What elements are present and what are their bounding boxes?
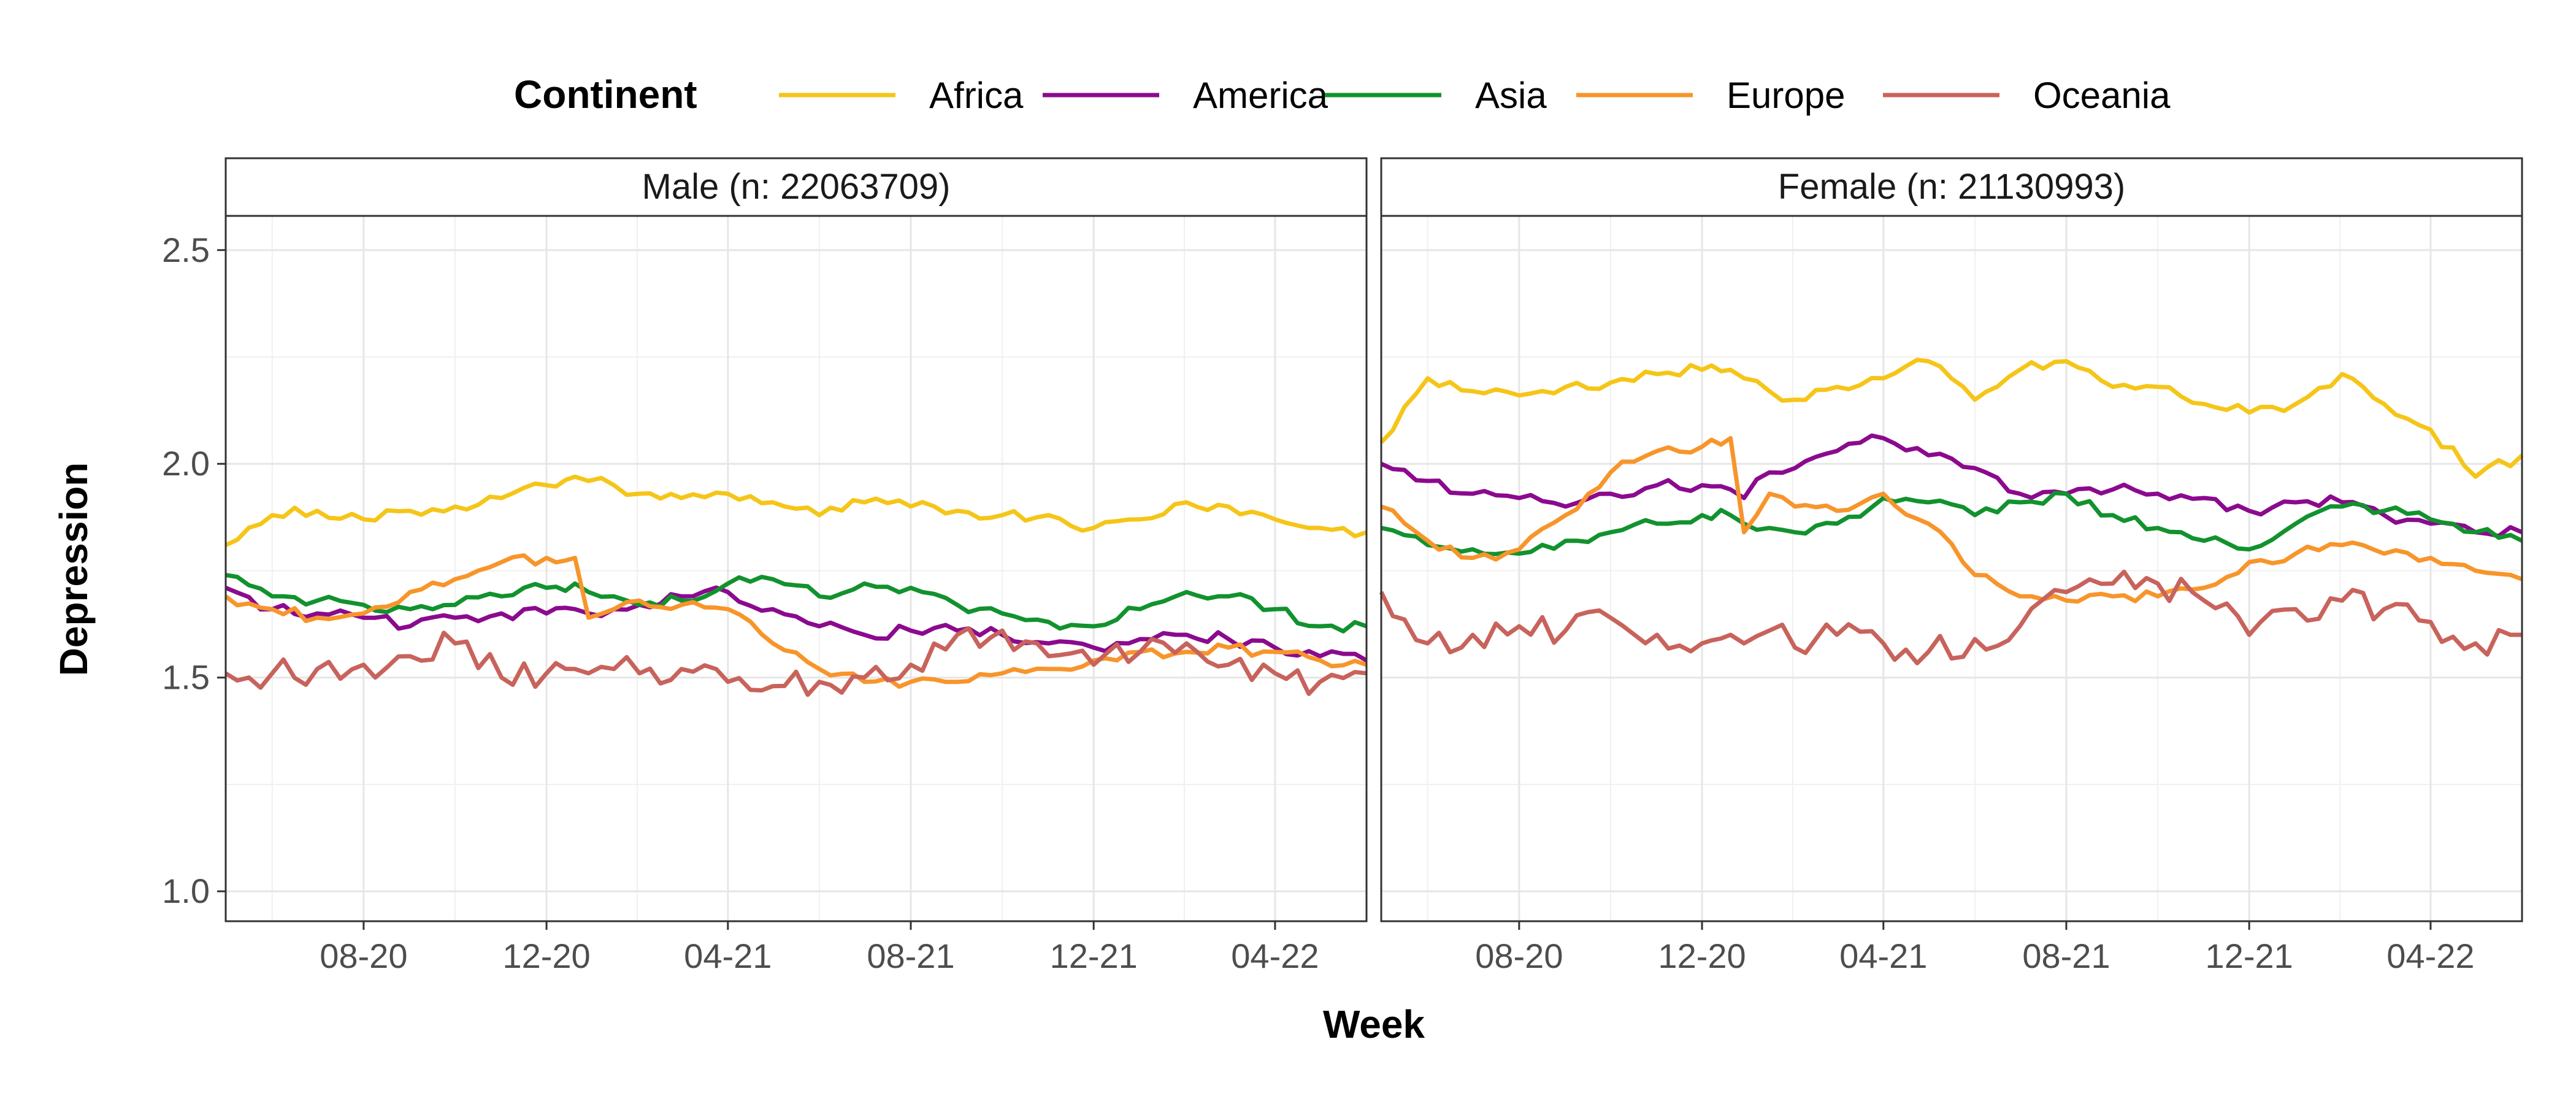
x-tick-label: 08-21: [2022, 937, 2110, 975]
y-axis: 1.0 1.5 2.0 2.5: [162, 231, 226, 910]
x-tick-label: 12-21: [2206, 937, 2293, 975]
legend-label-asia: Asia: [1475, 75, 1547, 116]
legend-item-asia: Asia: [1325, 75, 1547, 116]
x-axis-title: Week: [1323, 1002, 1425, 1046]
legend-label-europe: Europe: [1727, 75, 1845, 116]
legend-label-oceania: Oceania: [2033, 75, 2171, 116]
panel-1: 08-20 12-20 04-21 08-21 12-21 04-22 Male (n: 2…: [224, 157, 1368, 975]
y-axis-title: Depression: [52, 462, 96, 677]
panels: 08-20 12-20 04-21 08-21 12-21 04-22 Male (n: 2…: [224, 157, 2524, 975]
x-tick-label: 08-20: [1475, 937, 1563, 975]
series-line-asia: [1381, 491, 2523, 556]
legend-items: Africa America Asia Europe Oceania: [779, 75, 2171, 116]
y-tick-label: 2.0: [162, 444, 210, 483]
y-tick-label: 2.5: [162, 231, 210, 269]
x-tick-label: 12-21: [1050, 937, 1138, 975]
series-line-africa: [224, 474, 1368, 547]
legend-item-oceania: Oceania: [1883, 75, 2171, 116]
legend-label-africa: Africa: [929, 75, 1024, 116]
plot-background: [226, 216, 1367, 921]
y-tick-label: 1.0: [162, 872, 210, 910]
legend-title: Continent: [514, 72, 697, 117]
facet-strip-label: Male (n: 22063709): [642, 167, 951, 207]
legend-label-america: America: [1193, 75, 1328, 116]
y-tick-label: 1.5: [162, 658, 210, 697]
series-line-america: [1380, 433, 2523, 539]
panel-2: 08-20 12-20 04-21 08-21 12-21 04-22 Female (n:…: [1379, 157, 2524, 975]
legend: Continent Africa America Asia Europe Oceania: [514, 72, 2171, 117]
plot-background: [1381, 216, 2522, 921]
series-line-africa: [1379, 358, 2524, 479]
facet-strip: [1380, 157, 2523, 217]
series-line-europe: [224, 553, 1368, 689]
facet-strip-label: Female (n: 21130993): [1778, 167, 2125, 207]
facet-strip: [224, 157, 1368, 217]
x-tick-label: 04-22: [1231, 937, 1319, 975]
x-tick-label: 12-20: [1658, 937, 1746, 975]
x-tick-label: 08-21: [867, 937, 954, 975]
series-line-america: [224, 585, 1368, 662]
x-tick-label: 12-20: [502, 937, 590, 975]
series-line-europe: [1380, 435, 2523, 604]
x-tick-label: 04-22: [2386, 937, 2474, 975]
series-line-oceania: [224, 626, 1367, 697]
legend-item-africa: Africa: [779, 75, 1024, 116]
x-tick-label: 04-21: [1839, 937, 1927, 975]
series-line-oceania: [1379, 569, 2522, 665]
series-line-asia: [225, 573, 1368, 634]
legend-item-america: America: [1043, 75, 1328, 116]
legend-item-europe: Europe: [1576, 75, 1845, 116]
x-tick-label: 04-21: [684, 937, 772, 975]
x-tick-label: 08-20: [320, 937, 407, 975]
